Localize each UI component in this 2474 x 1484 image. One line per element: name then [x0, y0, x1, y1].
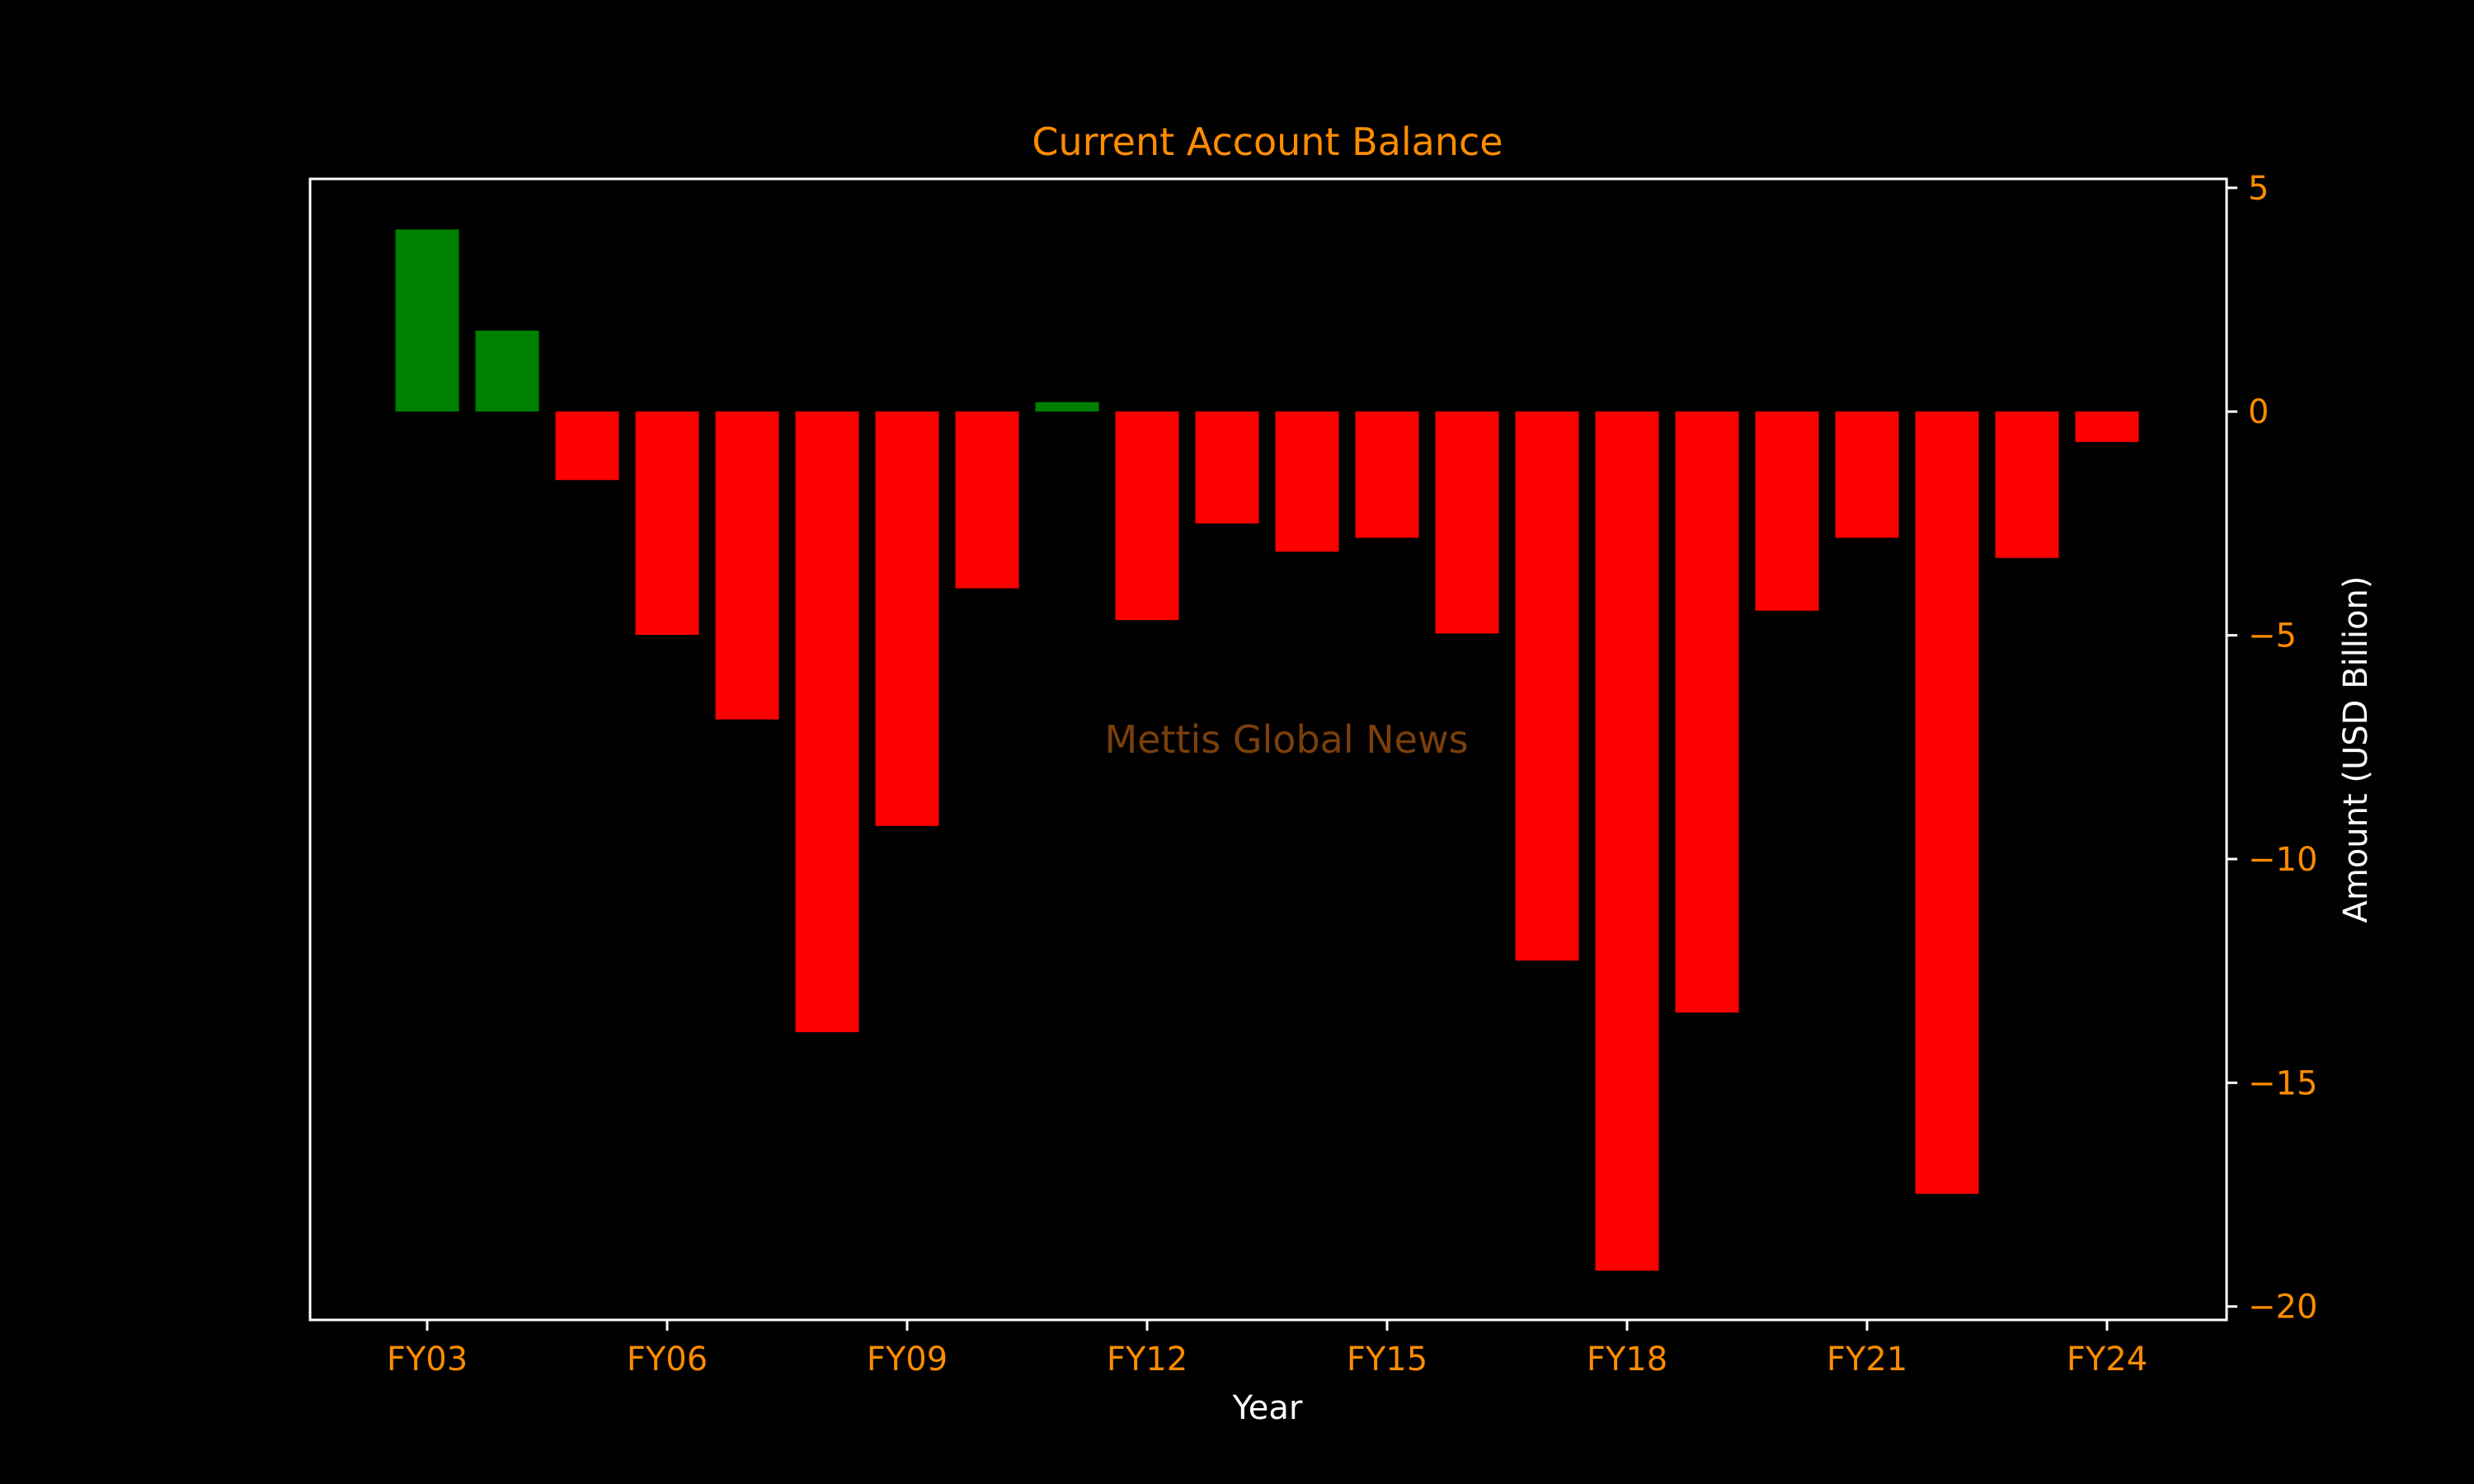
bar-fy08 — [795, 411, 859, 1033]
bar-fy19 — [1675, 411, 1739, 1013]
bar-fy20 — [1755, 411, 1819, 611]
x-axis-label: Year — [1232, 1389, 1303, 1427]
bar-fy14 — [1275, 411, 1339, 552]
bar-fy06 — [635, 411, 699, 636]
bar-fy24 — [2075, 411, 2139, 443]
watermark-text: Mettis Global News — [1104, 717, 1468, 762]
x-tick-label: FY09 — [867, 1341, 948, 1378]
y-tick-label: 0 — [2248, 393, 2269, 431]
y-axis-label: Amount (USD Billion) — [2337, 575, 2375, 923]
bar-fy22 — [1915, 411, 1979, 1194]
y-axis-ticks: 5 0 −5 −10 −15 −20 — [2227, 170, 2317, 1327]
x-tick-label: FY15 — [1347, 1341, 1427, 1378]
bars-group — [395, 229, 2139, 1271]
bar-fy21 — [1835, 411, 1899, 538]
x-tick-label: FY03 — [387, 1341, 468, 1378]
x-tick-label: FY06 — [627, 1341, 708, 1378]
y-tick-label: −15 — [2248, 1064, 2317, 1102]
chart-title: Current Account Balance — [1032, 120, 1503, 164]
x-axis-ticks: FY03 FY06 FY09 FY12 FY15 FY18 FY21 FY24 — [387, 1320, 2147, 1378]
bar-fy11 — [1035, 402, 1099, 412]
plot-frame — [308, 177, 2228, 1322]
bar-fy18 — [1595, 411, 1659, 1271]
x-tick-label: FY12 — [1107, 1341, 1188, 1378]
bar-fy16 — [1435, 411, 1499, 634]
bar-fy17 — [1515, 411, 1579, 961]
y-tick-label: −5 — [2248, 618, 2297, 655]
bar-fy07 — [715, 411, 779, 720]
y-tick-label: −20 — [2248, 1289, 2317, 1327]
bar-fy05 — [555, 411, 619, 481]
x-tick-label: FY18 — [1587, 1341, 1667, 1378]
bar-fy23 — [1995, 411, 2059, 558]
bar-fy15 — [1355, 411, 1419, 538]
bar-fy10 — [955, 411, 1019, 589]
y-tick-label: −10 — [2248, 841, 2317, 879]
bar-fy04 — [475, 330, 539, 412]
y-tick-label: 5 — [2248, 170, 2269, 208]
x-tick-label: FY24 — [2067, 1341, 2147, 1378]
bar-fy09 — [875, 411, 939, 826]
x-tick-label: FY21 — [1827, 1341, 1907, 1378]
bar-fy13 — [1195, 411, 1259, 524]
bar-fy03 — [395, 229, 459, 412]
bar-fy12 — [1115, 411, 1179, 621]
